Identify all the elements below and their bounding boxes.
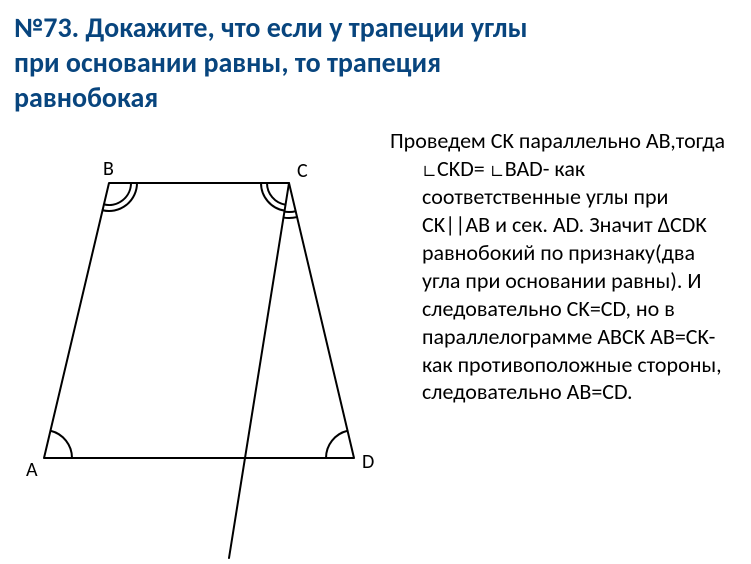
- title-line-3: равнобокая: [14, 80, 158, 115]
- proof-body: Проведем CK параллельно AB,тогда ∟CKD= ∟…: [390, 127, 731, 406]
- title-line-1: №73. Докажите, что если у трапеции углы: [14, 10, 528, 45]
- proof-column: Проведем CK параллельно AB,тогда ∟CKD= ∟…: [384, 123, 731, 563]
- content-row: A B C D Проведем CK параллельно AB,тогда…: [14, 123, 731, 563]
- angle-arcs: [50, 183, 347, 458]
- label-C: C: [297, 159, 308, 183]
- trapezoid-group: [44, 183, 354, 558]
- trapezoid-diagram: A B C D: [14, 123, 384, 563]
- figure-column: A B C D: [14, 123, 384, 563]
- trapezoid-outline: [44, 183, 354, 458]
- label-B: B: [103, 157, 114, 181]
- segment-CK: [229, 183, 289, 558]
- label-D: D: [362, 450, 374, 474]
- title-line-2: при основании равны, то трапеция: [14, 45, 441, 80]
- proof-text: Проведем CK параллельно AB,тогда ∟CKD= ∟…: [390, 127, 731, 406]
- problem-title: №73. Докажите, что если у трапеции углы …: [14, 10, 701, 115]
- page-root: №73. Докажите, что если у трапеции углы …: [0, 0, 751, 564]
- label-A: A: [26, 458, 38, 482]
